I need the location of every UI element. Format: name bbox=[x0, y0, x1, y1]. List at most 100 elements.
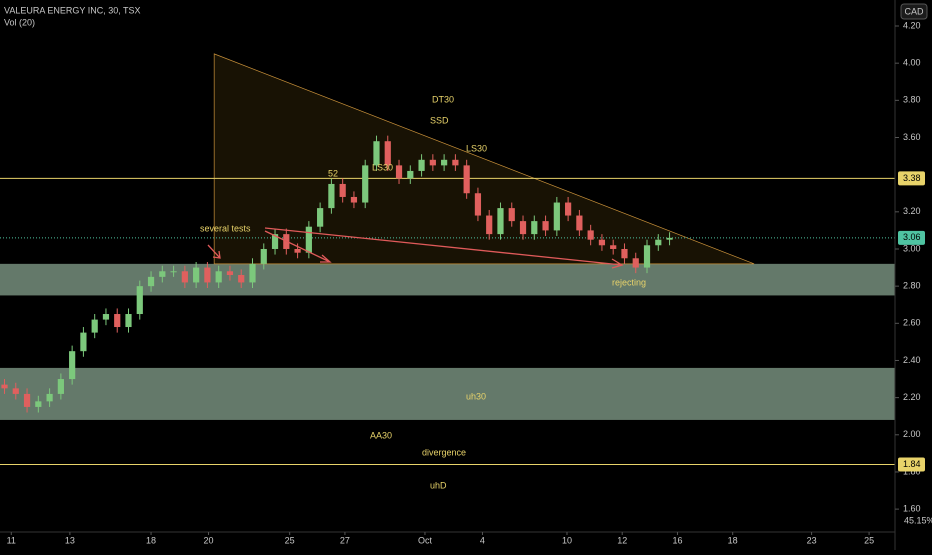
candle-body bbox=[80, 332, 87, 352]
candle-body bbox=[1, 384, 8, 389]
candle-body bbox=[12, 388, 19, 394]
price-label: 1.84 bbox=[903, 459, 921, 469]
price-label-box bbox=[898, 230, 925, 245]
x-tick-label: 12 bbox=[617, 535, 627, 545]
candle-body bbox=[565, 202, 572, 216]
candle-body bbox=[193, 267, 200, 283]
candle-body bbox=[598, 239, 606, 246]
candle-body bbox=[621, 248, 628, 259]
candle-body bbox=[260, 248, 267, 264]
price-label-box bbox=[898, 171, 925, 186]
candle-body bbox=[46, 393, 53, 402]
candle-body bbox=[576, 215, 583, 231]
y-tick-label: 2.20 bbox=[903, 392, 921, 402]
candle-body bbox=[452, 159, 459, 166]
y-tick-label: 3.60 bbox=[903, 132, 921, 142]
candle-body bbox=[136, 286, 143, 315]
candle-body bbox=[497, 208, 504, 235]
candle-body bbox=[35, 401, 42, 407]
triangle bbox=[213, 53, 755, 265]
candle-body bbox=[463, 165, 470, 194]
x-tick-label: 18 bbox=[146, 535, 156, 545]
candle-body bbox=[317, 208, 324, 227]
candle-body bbox=[474, 193, 482, 216]
candle-body bbox=[226, 271, 234, 275]
y-tick-label: 2.80 bbox=[903, 281, 921, 291]
candle-body bbox=[328, 183, 335, 209]
candle-body bbox=[91, 319, 98, 333]
annotation: rejecting bbox=[612, 277, 646, 287]
y-tick-label: 3.20 bbox=[903, 206, 921, 216]
annotation: uhD bbox=[430, 480, 447, 490]
candle-body bbox=[486, 215, 493, 235]
annotation: several tests bbox=[200, 223, 251, 233]
candle-body bbox=[407, 170, 414, 179]
arrow bbox=[264, 230, 332, 263]
candle-body bbox=[305, 226, 312, 253]
y-tick-label: 4.00 bbox=[903, 58, 921, 68]
candle-body bbox=[508, 208, 515, 222]
y-tick-label: 4.20 bbox=[903, 20, 921, 30]
candle-body bbox=[373, 141, 380, 166]
y-tick-label: 2.60 bbox=[903, 318, 921, 328]
candle-body bbox=[666, 237, 673, 240]
candle-body bbox=[147, 276, 155, 287]
candle-body bbox=[553, 202, 560, 231]
arrow bbox=[264, 227, 624, 269]
candle-body bbox=[57, 379, 64, 394]
candle-body bbox=[350, 196, 358, 203]
price-label: 3.06 bbox=[903, 232, 921, 242]
price-label: 3.38 bbox=[903, 173, 921, 183]
candle-body bbox=[519, 221, 527, 235]
annotation: 52 bbox=[328, 168, 338, 178]
candle-body bbox=[294, 248, 301, 253]
price-label-box bbox=[898, 457, 925, 472]
candle-body bbox=[170, 271, 177, 273]
x-tick-label: 4 bbox=[480, 535, 485, 545]
candle-body bbox=[215, 271, 222, 283]
annotation: DT30 bbox=[432, 94, 454, 104]
currency[interactable]: CAD bbox=[904, 6, 924, 16]
candle-body bbox=[69, 351, 76, 380]
candle-body bbox=[429, 159, 436, 166]
y-tick-label: 2.40 bbox=[903, 355, 921, 365]
candle-body bbox=[362, 165, 369, 203]
candle-body bbox=[418, 159, 425, 171]
candle-body bbox=[238, 275, 245, 283]
x-tick-label: 23 bbox=[807, 535, 817, 545]
plot bbox=[0, 53, 895, 466]
x-tick-label: 27 bbox=[340, 535, 350, 545]
candle-body bbox=[271, 234, 279, 249]
candle-body bbox=[531, 221, 538, 235]
support-zone bbox=[0, 367, 895, 420]
x-tick-label: 20 bbox=[204, 535, 214, 545]
candle-body bbox=[204, 267, 211, 283]
candle-body bbox=[441, 159, 448, 166]
annotation: 45.15% bbox=[904, 515, 932, 525]
candle-body bbox=[632, 258, 639, 268]
support-zone bbox=[0, 263, 895, 296]
annotation: LS30 bbox=[466, 143, 487, 153]
arrow bbox=[207, 244, 221, 259]
candle-body bbox=[542, 221, 549, 231]
candle-body bbox=[125, 314, 132, 328]
annotation: divergence bbox=[422, 447, 466, 457]
x-tick-label: 25 bbox=[285, 535, 295, 545]
candle-body bbox=[643, 245, 651, 268]
candle-body bbox=[610, 245, 617, 249]
indicator-label: Vol (20) bbox=[4, 17, 35, 27]
candle-body bbox=[339, 183, 346, 197]
annotation: uh30 bbox=[466, 391, 486, 401]
currency-box[interactable] bbox=[900, 3, 928, 20]
candle-body bbox=[655, 239, 662, 246]
candle-body bbox=[159, 271, 166, 277]
candle-body bbox=[114, 314, 121, 328]
candle-body bbox=[384, 141, 391, 166]
x-tick-label: 10 bbox=[562, 535, 572, 545]
chart-title: VALEURA ENERGY INC, 30, TSX bbox=[4, 5, 141, 15]
candle-body bbox=[181, 271, 188, 283]
candle-body bbox=[395, 165, 403, 179]
x-tick-label: 16 bbox=[672, 535, 682, 545]
candle-body bbox=[249, 263, 256, 283]
candle-body bbox=[587, 230, 594, 240]
